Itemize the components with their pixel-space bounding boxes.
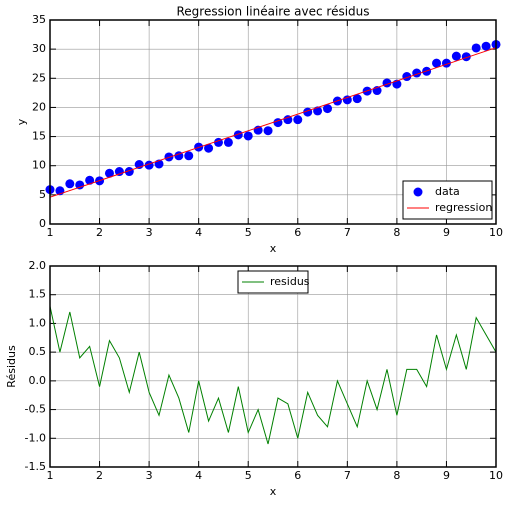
- data-point: [65, 179, 75, 189]
- x-tick-label: 5: [245, 226, 252, 239]
- line: [49, 306, 497, 445]
- y-tick-label: 1.0: [29, 316, 47, 329]
- y-tick-label: -1.5: [25, 460, 46, 473]
- x-tick-label: 8: [393, 226, 400, 239]
- x-tick-label: 2: [96, 469, 103, 482]
- line: [49, 47, 497, 198]
- y-axis-label: y: [15, 118, 28, 125]
- data-point: [243, 131, 253, 141]
- data-point: [184, 151, 194, 161]
- y-tick-label: 30: [32, 42, 46, 55]
- data-point: [124, 167, 134, 177]
- chart-title: Regression linéaire avec résidus: [176, 5, 369, 19]
- x-tick-label: 4: [195, 469, 202, 482]
- data-point: [451, 51, 461, 61]
- data-point: [293, 115, 303, 125]
- data-point: [283, 115, 293, 125]
- data-point: [342, 95, 352, 105]
- x-tick-label: 3: [146, 469, 153, 482]
- data-point: [75, 180, 85, 190]
- x-tick-label: 10: [489, 226, 503, 239]
- x-tick-label: 3: [146, 226, 153, 239]
- x-tick-label: 1: [47, 469, 54, 482]
- y-tick-label: 15: [32, 130, 46, 143]
- x-tick-label: 10: [489, 469, 503, 482]
- data-point: [114, 167, 124, 177]
- legend-label: data: [435, 185, 460, 198]
- x-tick-label: 6: [294, 226, 301, 239]
- y-axis-label: Résidus: [5, 345, 18, 388]
- legend-marker: [413, 187, 423, 197]
- y-tick-label: 0.0: [29, 374, 47, 387]
- data-point: [461, 52, 471, 62]
- x-tick-label: 7: [344, 226, 351, 239]
- y-tick-label: 2.0: [29, 259, 47, 272]
- data-point: [233, 130, 243, 140]
- data-point: [323, 104, 333, 114]
- data-point: [204, 143, 214, 153]
- y-tick-label: 10: [32, 159, 46, 172]
- x-tick-label: 2: [96, 226, 103, 239]
- x-tick-label: 6: [294, 469, 301, 482]
- y-tick-label: 0.5: [29, 345, 47, 358]
- x-tick-label: 1: [47, 226, 54, 239]
- x-tick-label: 4: [195, 226, 202, 239]
- x-axis-label: x: [270, 242, 277, 255]
- legend-box: [237, 270, 309, 294]
- data-point: [481, 41, 491, 51]
- data-point: [471, 43, 481, 53]
- x-tick-label: 9: [443, 469, 450, 482]
- x-axis-label: x: [270, 485, 277, 498]
- legend-box: [402, 180, 493, 220]
- y-tick-label: -1.0: [25, 431, 46, 444]
- data-point: [85, 175, 95, 185]
- y-tick-label: 20: [32, 100, 46, 113]
- y-tick-label: -0.5: [25, 403, 46, 416]
- data-point: [263, 126, 273, 136]
- plot-area: [50, 266, 496, 467]
- x-tick-label: 7: [344, 469, 351, 482]
- data-point: [352, 94, 362, 104]
- y-tick-label: 25: [32, 71, 46, 84]
- legend-label: residus: [270, 275, 310, 288]
- data-point: [223, 137, 233, 147]
- data-point: [432, 58, 442, 68]
- y-tick-label: 5: [39, 188, 46, 201]
- x-tick-label: 5: [245, 469, 252, 482]
- x-tick-label: 8: [393, 469, 400, 482]
- x-tick-label: 9: [443, 226, 450, 239]
- y-tick-label: 35: [32, 13, 46, 26]
- data-point: [104, 168, 114, 178]
- y-tick-label: 1.5: [29, 288, 47, 301]
- plot-frame: [49, 19, 497, 225]
- plot-frame: [49, 265, 497, 468]
- y-tick-label: 0: [39, 217, 46, 230]
- legend-label: regression: [435, 201, 492, 214]
